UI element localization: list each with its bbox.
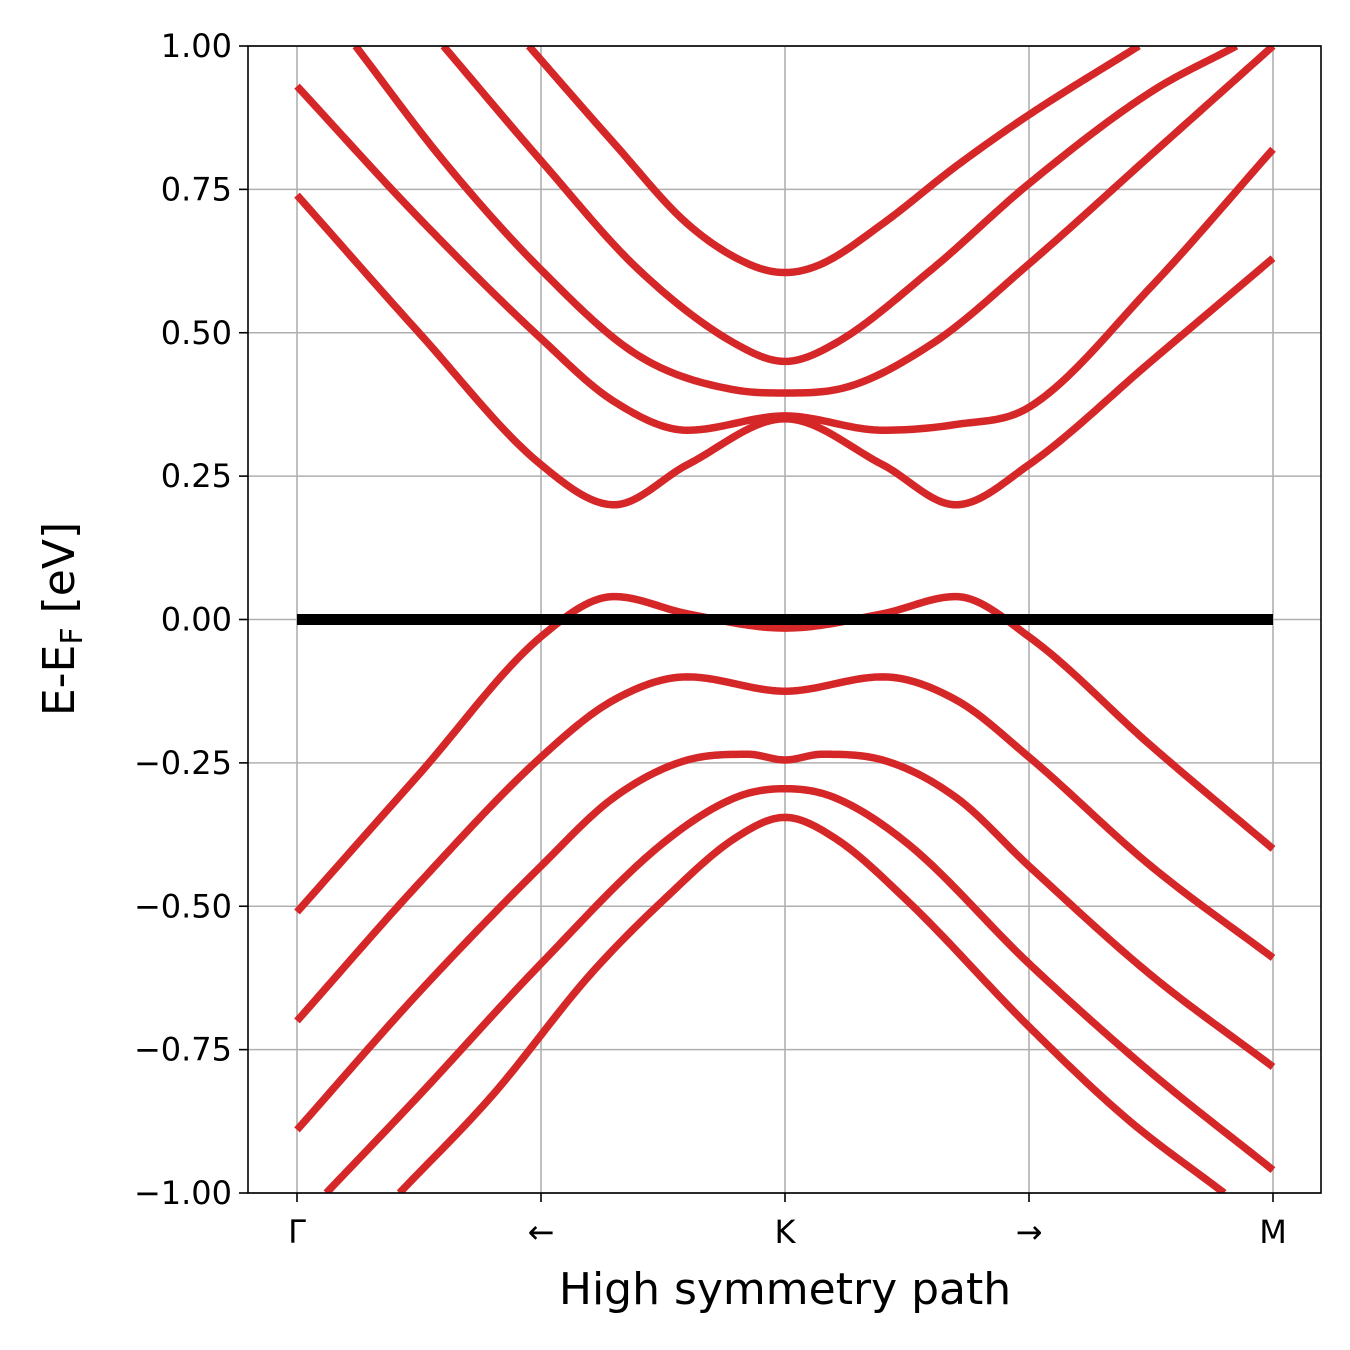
y-tick-label: 1.00 [161,27,232,65]
y-tick-label: 0.75 [161,170,232,208]
y-tick-label: 0.50 [161,314,232,352]
x-tick-label: M [1259,1213,1287,1251]
band-line [294,592,1276,915]
x-axis-ticks: Γ ← K → M [288,1193,1287,1251]
band-line [440,46,1239,366]
x-axis-label: High symmetry path [559,1264,1011,1315]
x-tick-label: Γ [288,1213,306,1251]
y-tick-label: 0.00 [161,601,232,639]
band-line [352,46,1276,397]
band-line [396,813,1227,1193]
band-lines [294,46,1276,1193]
y-tick-label: −1.00 [134,1174,232,1212]
y-axis-label-main: E-E [34,645,85,716]
y-axis-label-unit: [eV] [34,522,85,628]
x-tick-label: → [1016,1213,1043,1251]
band-line [323,784,1276,1193]
band-line [294,750,1276,1133]
y-tick-label: −0.25 [134,744,232,782]
y-tick-label: −0.50 [134,887,232,925]
x-tick-label: K [775,1213,797,1251]
y-axis-ticks: 1.00 0.75 0.50 0.25 0.00 −0.25 −0.50 −0.75 −1.00 [134,27,248,1212]
band-line [294,83,1276,434]
band-line [525,46,1141,277]
y-tick-label: −0.75 [134,1031,232,1069]
x-tick-label: ← [528,1213,555,1251]
y-axis-label-subscript: F [55,627,90,644]
band-line [294,673,1276,1024]
y-tick-label: 0.25 [161,457,232,495]
y-axis-label: E-EF [eV] [34,522,90,716]
